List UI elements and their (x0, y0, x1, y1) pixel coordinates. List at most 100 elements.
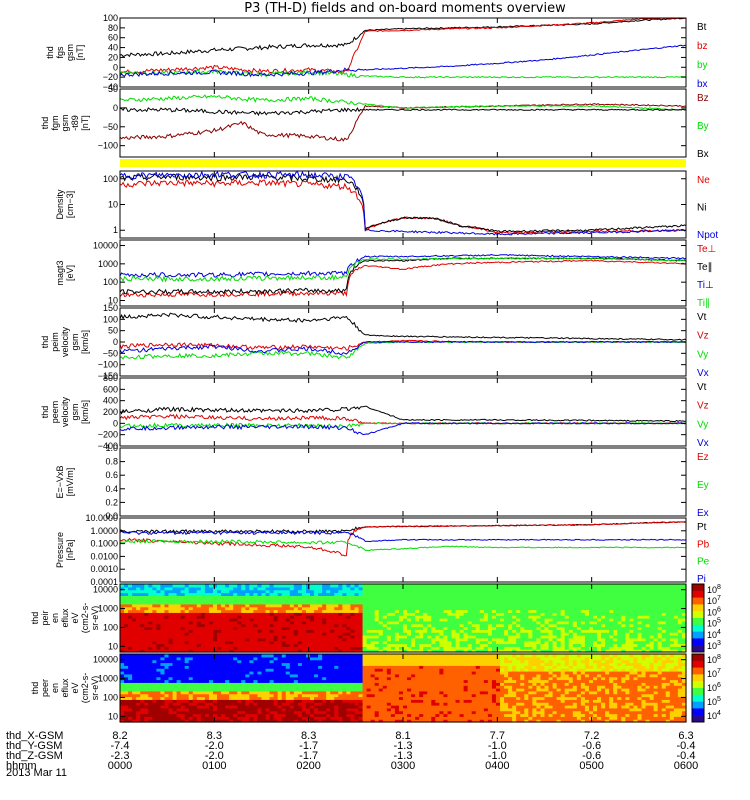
spectrogram-cell (257, 656, 263, 661)
spectrogram-cell (524, 606, 529, 611)
spectrogram-cell (261, 716, 267, 720)
spectrogram-cell (241, 656, 246, 661)
spectrogram-cell (621, 649, 626, 653)
spectrogram-cell (548, 601, 554, 605)
spectrogram-cell (540, 637, 546, 642)
spectrogram-cell (500, 612, 505, 616)
spectrogram-cell (229, 609, 234, 613)
spectrogram-cell (140, 696, 145, 700)
spectrogram-cell (621, 592, 626, 596)
spectrogram-cell (196, 637, 202, 642)
spectrogram-cell (188, 584, 194, 588)
spectrogram-cell (588, 595, 594, 599)
spectrogram-cell (435, 598, 440, 602)
spectrogram-cell (253, 713, 259, 717)
spectrogram-cell (544, 606, 550, 611)
spectrogram-cell (184, 586, 190, 591)
spectrogram-cell (544, 635, 550, 639)
spectrogram-cell (653, 601, 659, 605)
spectrogram-cell (536, 637, 542, 642)
spectrogram-cell (661, 609, 667, 613)
spectrogram-cell (164, 586, 170, 591)
spectrogram-cell (633, 637, 639, 642)
spectrogram-cell (176, 705, 182, 709)
spectrogram-cell (665, 620, 671, 625)
spectrogram-cell (568, 586, 574, 591)
spectrogram-cell (305, 626, 311, 630)
spectrogram-cell (455, 606, 461, 611)
spectrogram-cell (229, 679, 234, 683)
spectrogram-cell (241, 635, 246, 639)
spectrogram-cell (435, 601, 440, 605)
spectrogram-cell (419, 632, 424, 636)
spectrogram-cell (140, 659, 145, 664)
spectrogram-cell (483, 609, 489, 613)
spectrogram-cell (475, 637, 481, 642)
spectrogram-cell (128, 629, 133, 633)
spectrogram-cell (124, 719, 129, 723)
spectrogram-cell (301, 618, 307, 622)
spectrogram-cell (548, 632, 554, 636)
spectrogram-cell (168, 688, 174, 692)
spectrogram-cell (180, 629, 186, 633)
spectrogram-cell (673, 626, 679, 630)
y-tick-label: 100 (103, 314, 118, 324)
spectrogram-cell (261, 685, 267, 689)
spectrogram-cell (196, 659, 202, 664)
spectrogram-cell (572, 601, 578, 605)
spectrogram-cell (403, 589, 408, 594)
spectrogram-cell (346, 609, 352, 613)
spectrogram-cell (447, 598, 453, 602)
spectrogram-cell (253, 719, 259, 723)
spectrogram-cell (221, 696, 226, 700)
spectrogram-cell (144, 702, 149, 706)
spectrogram-cell (597, 592, 602, 596)
spectrogram-cell (269, 702, 275, 706)
spectrogram-cell (253, 679, 259, 683)
spectrogram-cell (435, 640, 440, 645)
spectrogram-cell (572, 618, 578, 622)
spectrogram-cell (629, 589, 635, 594)
spectrogram-cell (225, 696, 230, 700)
spectrogram-cell (512, 632, 517, 636)
spectrogram-cell (261, 707, 267, 712)
spectrogram-cell (310, 656, 315, 661)
spectrogram-cell (649, 603, 655, 608)
spectrogram-cell (221, 649, 226, 653)
spectrogram-cell (156, 606, 162, 611)
spectrogram-cell (617, 635, 622, 639)
panel-ylabel: [mV/m] (65, 468, 75, 497)
spectrogram-cell (601, 626, 606, 630)
spectrogram-cell (152, 586, 157, 591)
spectrogram-cell (366, 620, 372, 625)
spectrogram-cell (136, 699, 141, 703)
spectrogram-cell (192, 693, 198, 698)
spectrogram-cell (140, 595, 145, 599)
spectrogram-cell (208, 710, 214, 715)
spectrogram-cell (411, 603, 416, 608)
spectrogram-cell (281, 606, 287, 611)
spectrogram-cell (318, 598, 323, 602)
spectrogram-cell (192, 589, 198, 594)
spectrogram-cell (467, 586, 473, 591)
spectrogram-cell (136, 626, 141, 630)
spectrogram-cell (233, 603, 238, 608)
spectrogram-cell (124, 629, 129, 633)
spectrogram-cell (164, 592, 170, 596)
spectrogram-cell (673, 584, 679, 588)
spectrogram-cell (200, 679, 206, 683)
spectrogram-cell (605, 623, 610, 628)
spectrogram-cell (225, 673, 230, 678)
spectrogram-cell (314, 676, 319, 681)
spectrogram-cell (407, 643, 412, 647)
spectrogram-cell (305, 707, 311, 712)
spectrogram-cell (544, 629, 550, 633)
spectrogram-cell (645, 643, 651, 647)
spectrogram-cell (520, 626, 525, 630)
spectrogram-cell (156, 623, 162, 628)
spectrogram-cell (512, 626, 517, 630)
legend-entry: Vt (697, 312, 707, 323)
spectrogram-cell (556, 584, 562, 588)
spectrogram-cell (390, 626, 396, 630)
spectrogram-cell (661, 598, 667, 602)
